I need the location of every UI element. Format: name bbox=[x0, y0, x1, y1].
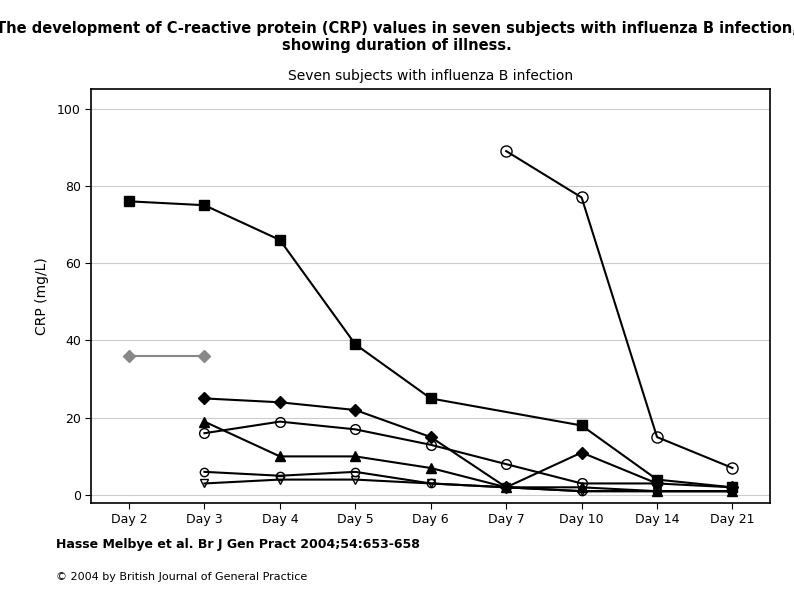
Text: © 2004 by British Journal of General Practice: © 2004 by British Journal of General Pra… bbox=[56, 572, 306, 583]
Text: Hasse Melbye et al. Br J Gen Pract 2004;54:653-658: Hasse Melbye et al. Br J Gen Pract 2004;… bbox=[56, 538, 419, 552]
Title: Seven subjects with influenza B infection: Seven subjects with influenza B infectio… bbox=[288, 68, 573, 83]
Text: The development of C-reactive protein (CRP) values in seven subjects with influe: The development of C-reactive protein (C… bbox=[0, 21, 794, 53]
Y-axis label: CRP (mg/L): CRP (mg/L) bbox=[35, 257, 48, 335]
